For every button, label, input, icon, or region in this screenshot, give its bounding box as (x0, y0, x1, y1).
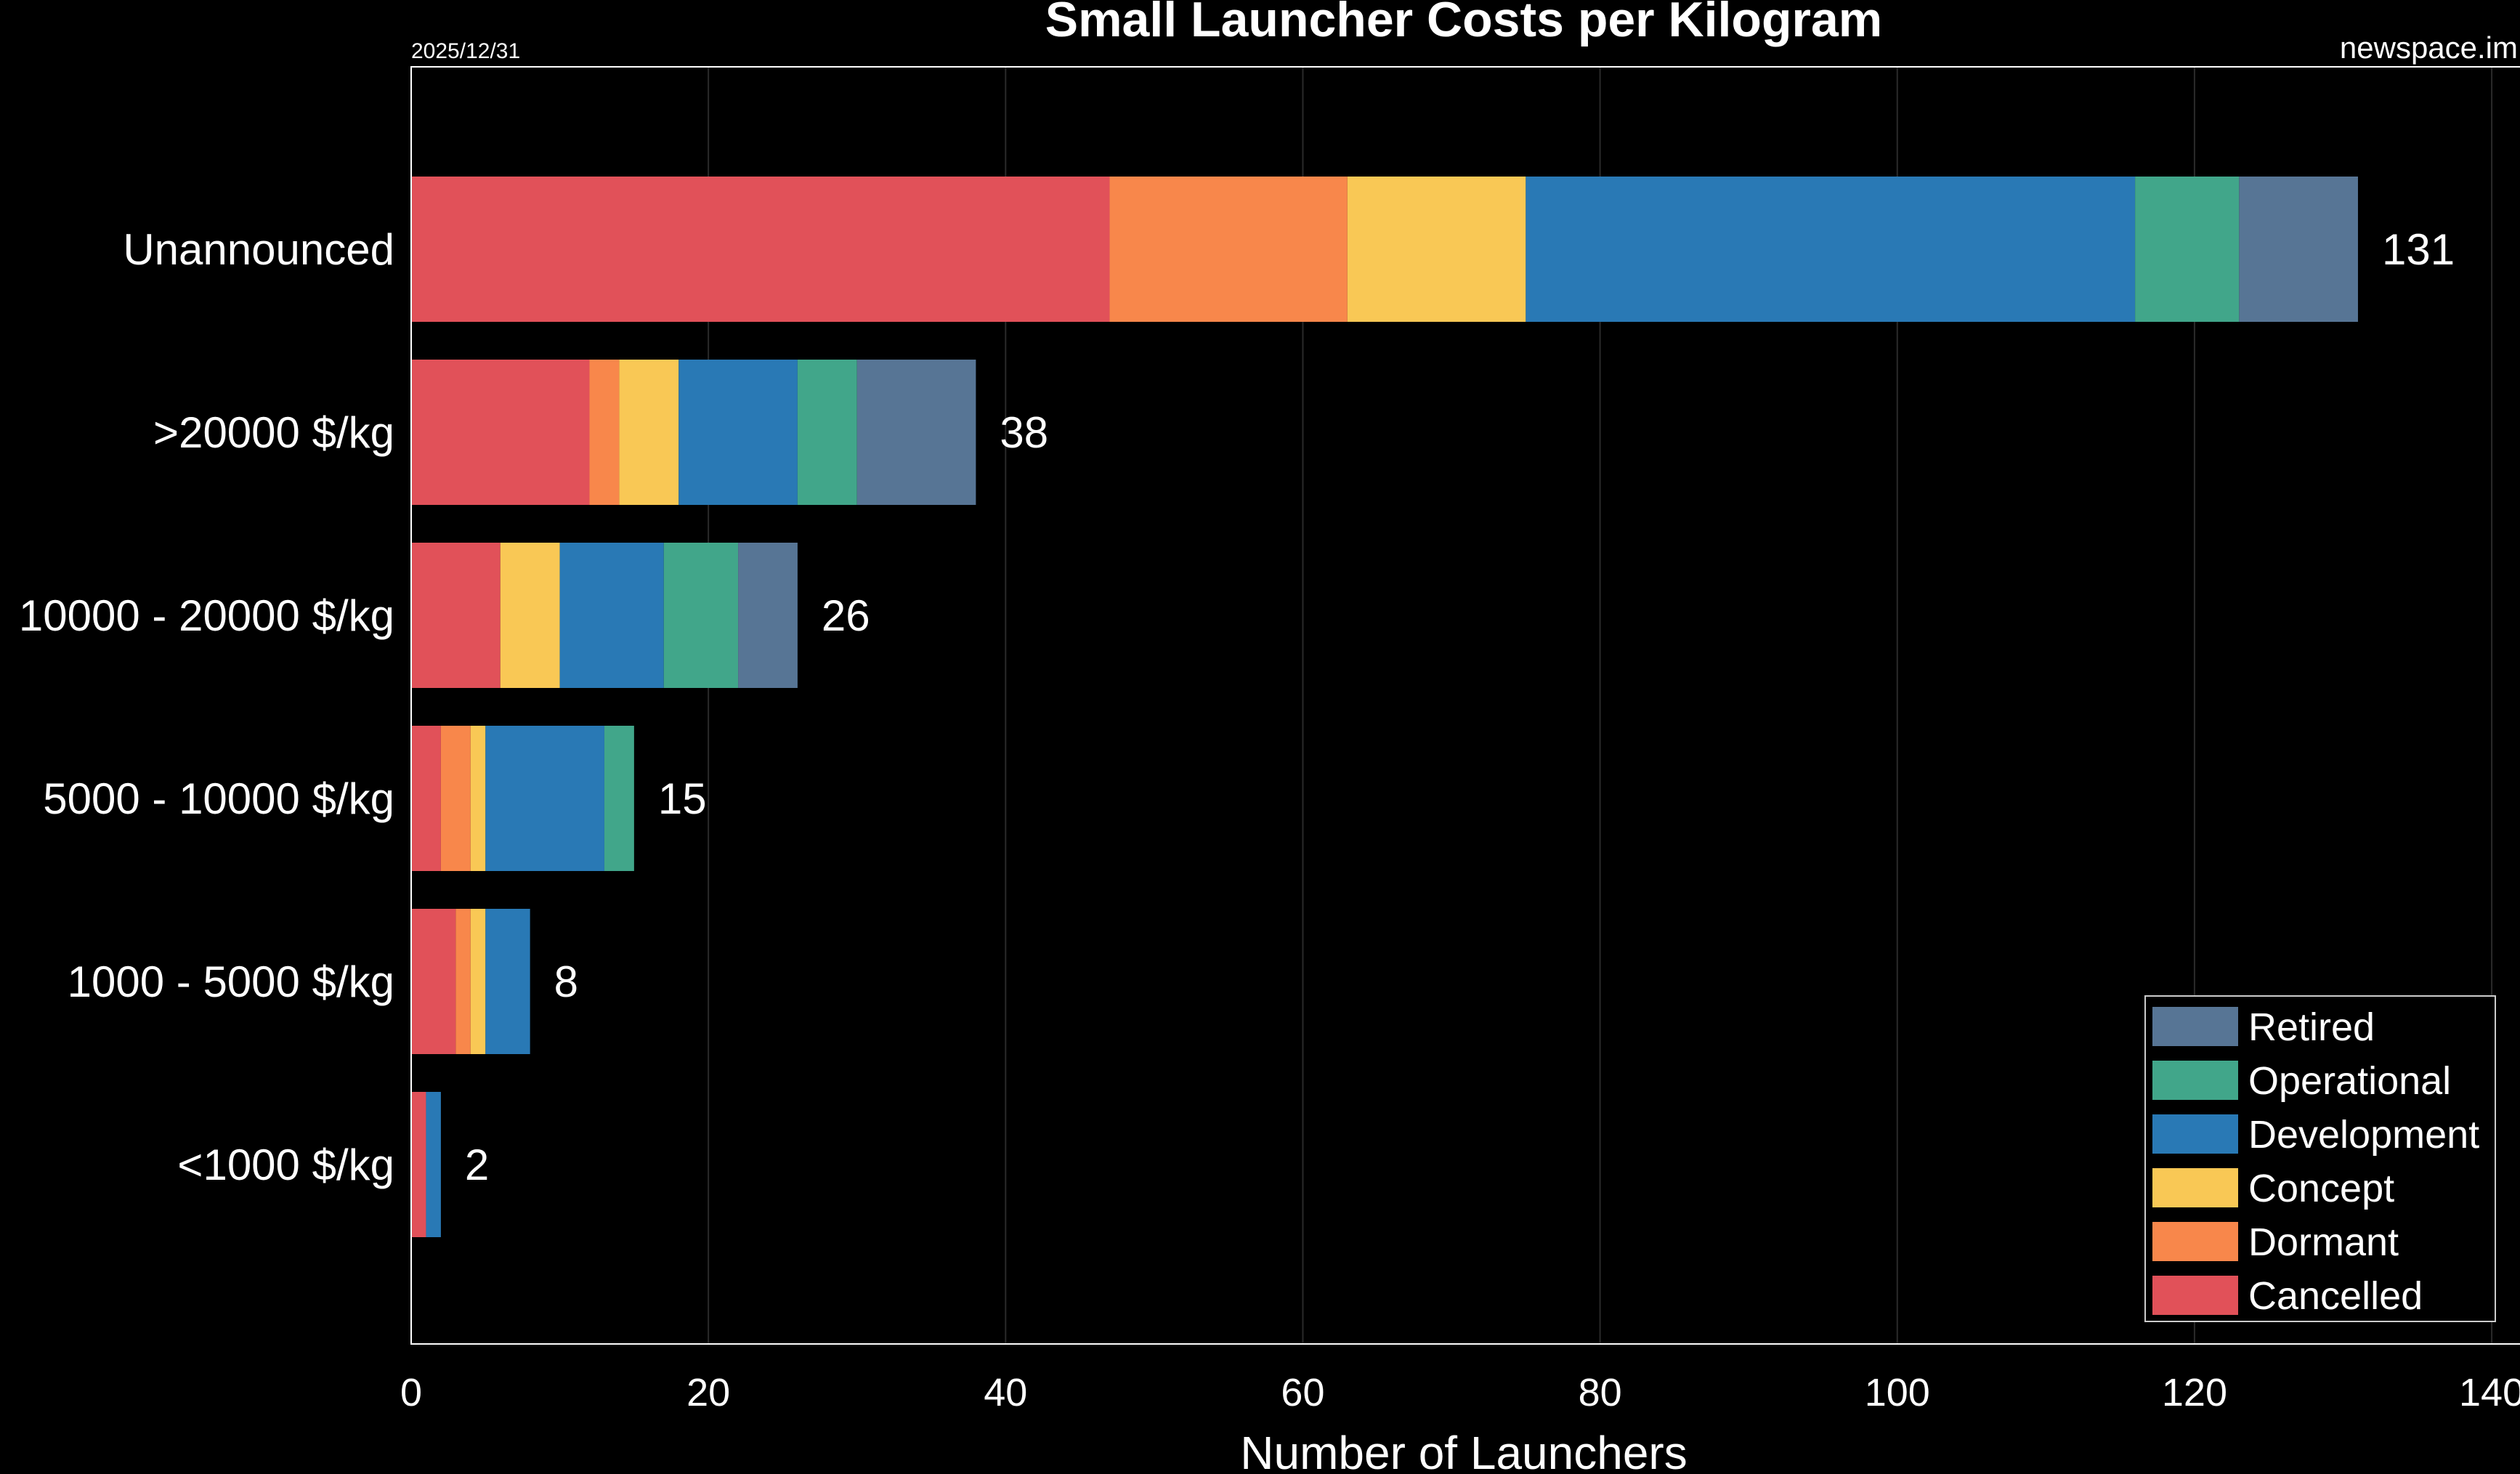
bar-segment (559, 543, 664, 688)
bar-segment (411, 726, 441, 871)
legend-swatch (2152, 1007, 2238, 1046)
legend-swatch (2152, 1061, 2238, 1100)
bar-segment (2135, 177, 2240, 322)
y-tick-labels: Unannounced >20000 $/kg 10000 - 20000 $/kg… (19, 225, 394, 1189)
legend-box (2144, 995, 2496, 1322)
bar-segment (604, 726, 634, 871)
y-tick-label: Unannounced (123, 225, 394, 274)
bar-segment (485, 726, 604, 871)
total-labels: 131 38 26 15 8 2 (465, 225, 2455, 1189)
x-tick-label: 20 (686, 1371, 730, 1414)
legend-label: Retired (2248, 1005, 2375, 1049)
bar-segment (619, 360, 679, 505)
legend-label: Dormant (2248, 1220, 2399, 1264)
bars (411, 177, 2358, 1237)
total-label: 26 (822, 591, 870, 640)
legend: Retired Operational Development Concept Dorm… (2144, 995, 2496, 1322)
bar-segment (455, 909, 471, 1054)
bar-segment (411, 543, 501, 688)
legend-swatch (2152, 1222, 2238, 1261)
x-tick-label: 40 (984, 1371, 1027, 1414)
legend-swatch (2152, 1168, 2238, 1207)
total-label: 38 (1000, 408, 1048, 457)
x-tick-label: 100 (1865, 1371, 1930, 1414)
total-label: 8 (554, 957, 578, 1006)
bar-segment (440, 726, 471, 871)
bar-segment (1109, 177, 1348, 322)
x-tick-label: 0 (400, 1371, 422, 1414)
bar-segment (1526, 177, 2136, 322)
total-label: 2 (465, 1141, 489, 1189)
legend-swatch (2152, 1276, 2238, 1315)
legend-label: Operational (2248, 1059, 2451, 1103)
bar-segment (411, 909, 456, 1054)
plot-frame (410, 66, 2520, 1345)
total-label: 15 (658, 774, 707, 823)
total-label: 131 (2382, 225, 2455, 274)
bar-segment (500, 543, 560, 688)
bar-segment (663, 543, 739, 688)
x-tick-label: 60 (1281, 1371, 1324, 1414)
bar-segment (411, 1092, 426, 1237)
bar-segment (411, 177, 1110, 322)
x-tick-label: 120 (2162, 1371, 2227, 1414)
bar-segment (589, 360, 620, 505)
chart-date: 2025/12/31 (411, 39, 520, 63)
y-tick-label: 5000 - 10000 $/kg (43, 774, 394, 823)
chart-title: Small Launcher Costs per Kilogram (1045, 0, 1883, 47)
y-tick-label: >20000 $/kg (153, 408, 394, 457)
x-tick-labels: 0 20 40 60 80 100 120 140 (400, 1371, 2520, 1414)
bar-segment (485, 909, 530, 1054)
bar-segment (1347, 177, 1526, 322)
legend-label: Cancelled (2248, 1274, 2423, 1318)
bar-segment (797, 360, 857, 505)
chart-source: newspace.im (2340, 31, 2518, 65)
legend-label: Concept (2248, 1167, 2394, 1210)
bar-segment (2239, 177, 2358, 322)
legend-swatch (2152, 1114, 2238, 1154)
y-tick-label: 10000 - 20000 $/kg (19, 591, 394, 640)
bar-segment (678, 360, 798, 505)
bar-segment (426, 1092, 441, 1237)
x-tick-label: 140 (2459, 1371, 2520, 1414)
x-axis-label: Number of Launchers (1240, 1427, 1687, 1474)
y-tick-label: <1000 $/kg (177, 1141, 394, 1189)
bar-segment (738, 543, 798, 688)
bar-segment (856, 360, 976, 505)
y-tick-label: 1000 - 5000 $/kg (68, 957, 394, 1006)
legend-label: Development (2248, 1113, 2479, 1157)
bar-segment (470, 726, 486, 871)
bar-segment (411, 360, 590, 505)
bar-segment (470, 909, 486, 1054)
x-tick-label: 80 (1579, 1371, 1622, 1414)
